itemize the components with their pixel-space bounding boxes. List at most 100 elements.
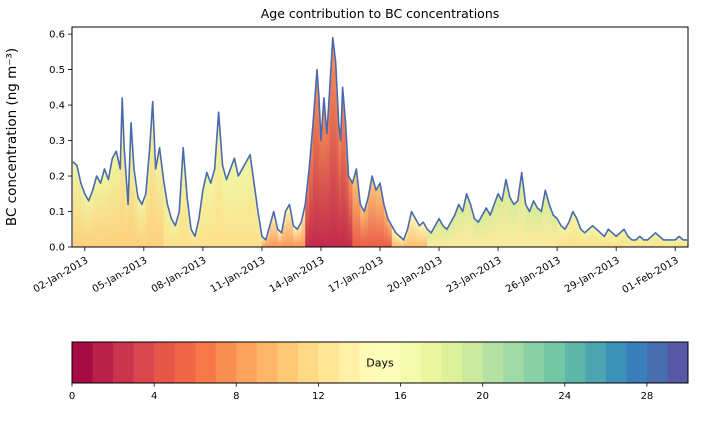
colorbar-segment	[462, 342, 484, 383]
age-fill-slice	[671, 239, 676, 247]
age-fill-slice	[419, 222, 424, 247]
age-fill-slice	[72, 161, 78, 247]
age-fill-slice	[376, 183, 381, 247]
colorbar-segment	[113, 342, 135, 383]
colorbar-segment	[544, 342, 566, 383]
age-fill-slice	[234, 158, 239, 247]
colorbar-segment	[92, 342, 114, 383]
age-fill-slice	[608, 229, 613, 247]
age-fill-slice	[454, 204, 460, 247]
chart-title: Age contribution to BC concentrations	[261, 6, 500, 21]
colorbar-segment	[256, 342, 278, 383]
y-tick-label: 0.3	[49, 136, 65, 147]
age-fill-slice	[486, 207, 491, 247]
age-fill-slice	[360, 204, 365, 247]
age-fill-slice	[120, 97, 123, 247]
age-fill-slice	[679, 236, 684, 247]
colorbar-segment	[564, 342, 586, 383]
age-fill-slice	[301, 204, 306, 247]
age-fill-slice	[206, 172, 212, 247]
colorbar-segment	[133, 342, 155, 383]
x-tick-label: 01-Feb-2013	[621, 255, 681, 296]
age-fill-slice	[289, 204, 294, 247]
x-tick-label: 14-Jan-2013	[268, 255, 327, 295]
age-fill-slice	[179, 147, 184, 247]
x-tick-label: 29-Jan-2013	[563, 255, 622, 295]
age-fill-slice	[175, 211, 180, 247]
age-fill-slice	[80, 183, 86, 247]
age-fill-area	[72, 37, 688, 248]
age-fill-slice	[596, 229, 601, 247]
x-tick-label: 20-Jan-2013	[386, 255, 445, 295]
y-axis-label: BC concentration (ng m⁻³)	[4, 48, 20, 226]
x-tick-label: 23-Jan-2013	[445, 255, 504, 295]
age-fill-slice	[84, 193, 90, 247]
age-fill-slice	[198, 190, 204, 247]
colorbar-tick-label: 16	[394, 391, 407, 402]
colorbar-segment	[359, 342, 381, 383]
age-fill-slice	[242, 161, 247, 247]
age-fill-slice	[273, 211, 279, 247]
age-fill-slice	[92, 176, 98, 247]
x-tick-label: 26-Jan-2013	[504, 255, 563, 295]
age-fill-slice	[104, 168, 109, 247]
age-fill-slice	[490, 204, 495, 247]
colorbar-segment	[503, 342, 525, 383]
age-fill-slice	[238, 168, 243, 247]
age-fill-slice	[230, 158, 235, 247]
age-fill-slice	[210, 168, 216, 247]
age-fill-slice	[466, 193, 471, 247]
colorbar-segment	[585, 342, 607, 383]
colorbar-segment	[215, 342, 237, 383]
age-fill-slice	[411, 211, 416, 247]
age-fill-slice	[592, 225, 597, 247]
age-fill-slice	[427, 229, 432, 247]
colorbar-segment	[154, 342, 176, 383]
colorbar-segment	[380, 342, 402, 383]
age-fill-slice	[584, 229, 590, 247]
colorbar-ticks: 0 4 8 12 16 20 24 28	[69, 383, 653, 402]
colorbar-tick-label: 0	[69, 391, 75, 402]
colorbar-segment	[72, 342, 94, 383]
age-fill-slice	[435, 218, 440, 247]
age-fill-slice	[494, 193, 499, 247]
colorbar-segment	[297, 342, 319, 383]
age-fill-slice	[533, 200, 538, 247]
age-fill-slice	[529, 200, 534, 247]
y-tick-label: 0.2	[49, 172, 65, 183]
age-fill-slice	[254, 183, 259, 247]
colorbar-border	[71, 341, 689, 384]
colorbar-title: Days	[366, 357, 394, 370]
age-fill-slice	[561, 225, 566, 247]
age-fill-slice	[96, 176, 101, 247]
age-fill-slice	[76, 165, 82, 247]
y-tick-label: 0.6	[49, 30, 65, 41]
age-fill-slice	[100, 168, 105, 247]
age-fill-slice	[372, 176, 377, 247]
age-fill-slice	[391, 225, 397, 247]
age-fill-slice	[141, 193, 147, 247]
age-fill-slice	[285, 204, 290, 247]
age-fill-slice	[356, 168, 361, 247]
age-fill-slice	[458, 204, 464, 247]
colorbar-segment	[236, 342, 258, 383]
age-fill-slice	[145, 147, 151, 247]
age-fill-slice	[155, 147, 160, 247]
colorbar-segment	[421, 342, 443, 383]
colorbar-segment	[605, 342, 627, 383]
colorbar: Days	[71, 341, 689, 384]
colorbar-tick-label: 28	[641, 391, 654, 402]
age-fill-slice	[191, 229, 196, 247]
age-fill-slice	[407, 211, 412, 247]
colorbar-segment	[277, 342, 299, 383]
age-fill-slice	[541, 190, 546, 247]
colorbar-tick-label: 12	[312, 391, 325, 402]
age-fill-slice	[116, 151, 121, 247]
colorbar-tick-label: 20	[476, 391, 489, 402]
age-fill-slice	[122, 97, 125, 247]
age-fill-slice	[604, 229, 609, 247]
colorbar-segment	[318, 342, 340, 383]
age-fill-slice	[521, 172, 527, 247]
